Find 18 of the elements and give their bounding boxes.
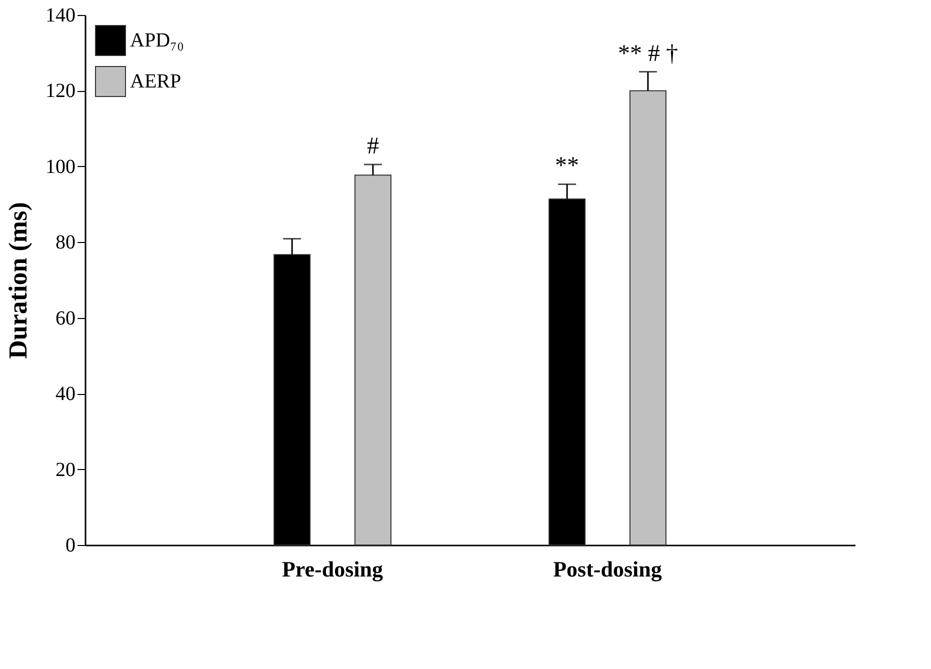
- bar: [629, 90, 666, 546]
- bar: [354, 174, 392, 546]
- y-axis-title: Duration (ms): [4, 202, 32, 359]
- y-tick-label: 0: [66, 534, 76, 556]
- y-tick-label: 120: [46, 80, 76, 102]
- data-label: **: [555, 153, 580, 180]
- y-tick-label: 100: [46, 156, 76, 178]
- legend-label: APD₇₀: [130, 30, 184, 52]
- x-tick-label: Pre-dosing: [282, 556, 384, 582]
- y-tick-label: 140: [46, 4, 76, 26]
- y-tick-label: 60: [56, 307, 76, 330]
- data-label: ** # †: [618, 40, 678, 67]
- y-tick-label: 40: [56, 383, 76, 406]
- y-tick-label: 20: [56, 458, 76, 481]
- x-tick-label: Post-dosing: [553, 556, 662, 582]
- data-label: #: [366, 134, 379, 160]
- legend-label: AERP: [130, 70, 182, 92]
- y-tick-label: 80: [56, 232, 76, 254]
